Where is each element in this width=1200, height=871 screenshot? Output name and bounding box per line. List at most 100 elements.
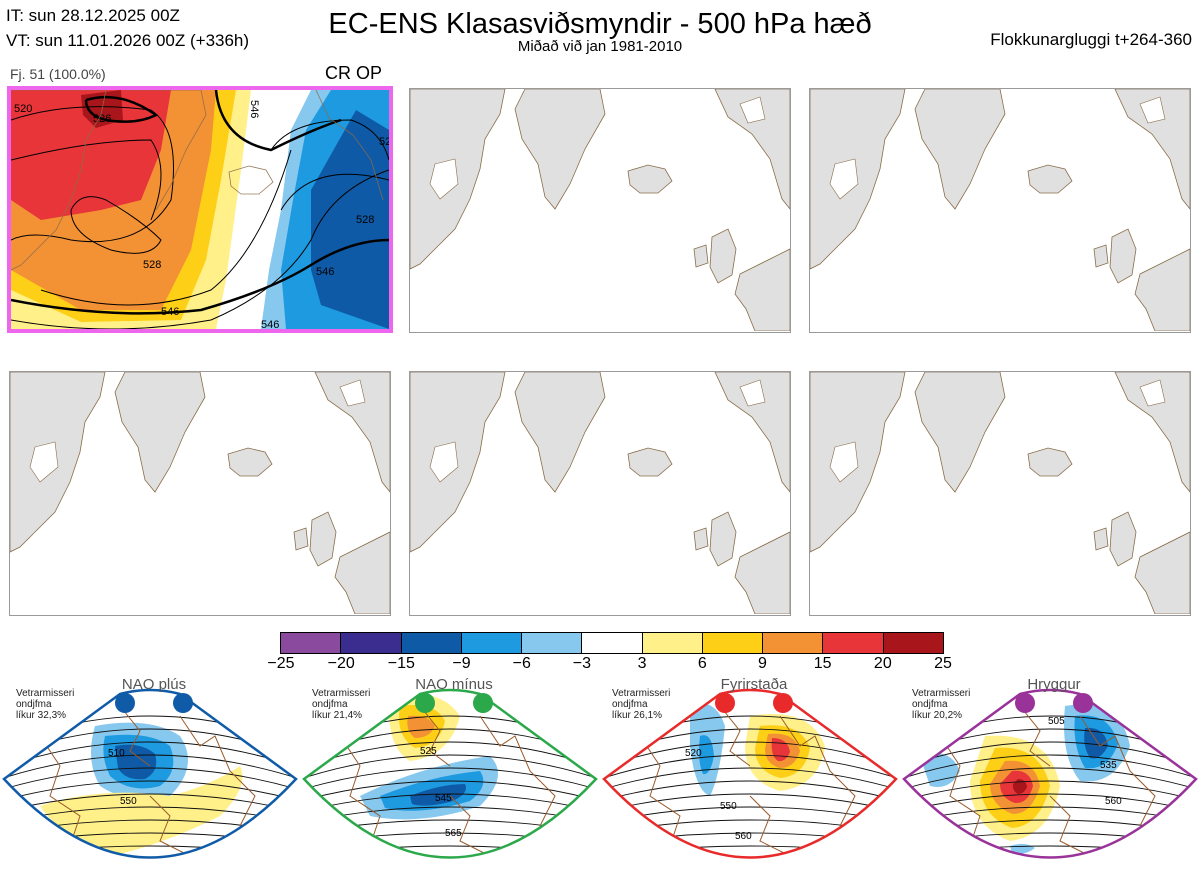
height-contour [904, 767, 1196, 791]
anomaly-area [407, 715, 435, 738]
regime-contour-label: 510 [108, 748, 125, 759]
anomaly-area [920, 753, 960, 787]
cluster-map-4[interactable] [9, 371, 391, 616]
regime-title: NAO plús [121, 676, 187, 693]
height-contour [4, 780, 296, 802]
height-contour [604, 780, 896, 802]
colorbar-segment [340, 633, 401, 653]
regime-info-line: Vetrarmisseri [612, 688, 671, 699]
initial-time: IT: sun 28.12.2025 00Z [6, 6, 180, 25]
height-contour [304, 741, 596, 769]
regime-contour-label: 505 [1048, 716, 1065, 727]
colorbar-segment [762, 633, 823, 653]
regime-marker-dot [773, 693, 793, 713]
cluster-map-3-svg [810, 89, 1190, 331]
regime-info: Vetrarmisseri ondjfma líkur 20,2% [912, 688, 970, 721]
coastline [939, 705, 1156, 857]
height-contour [904, 741, 1196, 769]
regime-map: 525 545 565 [302, 688, 598, 859]
contour-label: 528 [356, 214, 374, 226]
regime-panel: 510 550 NAO plús Vetrarmisseri ondjfma líkur … [0, 676, 300, 871]
regime-info-line: líkur 21,4% [312, 710, 363, 721]
height-contour [904, 754, 1196, 780]
height-contour [4, 845, 296, 857]
height-contour [4, 767, 296, 791]
height-contour [304, 793, 596, 813]
colorbar-segment [581, 633, 642, 653]
contour-label: 528 [379, 136, 389, 148]
regime-info-line: líkur 20,2% [912, 710, 963, 721]
cluster-map-2-svg [410, 89, 790, 331]
regime-info-line: ondjfma [312, 699, 348, 710]
colorbar-tick-label: 15 [813, 655, 832, 672]
colorbar-segment [460, 633, 522, 653]
height-contour [304, 845, 596, 857]
cluster-map-2[interactable] [409, 88, 791, 333]
regime-panel: 525 545 565 NAO mínus Vetrarmisseri ondjfma lí… [300, 676, 600, 871]
colorbar-segment [701, 633, 763, 653]
colorbar-tick-label: −6 [512, 655, 531, 672]
cluster-map-1[interactable]: 520 526 528 546 528 546 546 528 546 [7, 86, 393, 333]
cluster-map-1-svg: 520 526 528 546 528 546 546 528 546 [11, 90, 389, 329]
height-contour [904, 728, 1196, 758]
regime-info-line: Vetrarmisseri [912, 688, 971, 699]
anomaly-area [410, 784, 466, 806]
cluster-map-4-svg [10, 372, 390, 614]
contour-label: 526 [93, 113, 111, 125]
regime-border [602, 688, 898, 859]
height-contour [604, 741, 896, 769]
colorbar-segment [641, 633, 702, 653]
height-contour [604, 806, 896, 824]
cluster-map-3[interactable] [809, 88, 1191, 333]
colorbar-tick-label: 3 [637, 655, 647, 672]
anomaly-area [40, 766, 243, 856]
regime-marker-dot [415, 693, 435, 713]
colorbar-tick-label: 9 [758, 655, 767, 672]
cluster-map-6[interactable] [809, 371, 1191, 616]
regime-contour-label: 565 [445, 828, 462, 839]
regime-marker-dot [715, 693, 735, 713]
colorbar-tick-label: −25 [267, 655, 295, 672]
cluster-map-5-svg [410, 372, 790, 614]
colorbar-tick-label: −20 [327, 655, 355, 672]
colorbar-tick-label: −3 [572, 655, 592, 672]
colorbar-segment [400, 633, 461, 653]
regime-contour-label: 525 [420, 746, 437, 757]
height-contour [4, 793, 296, 813]
contour-label: 546 [248, 100, 260, 118]
classification-window: Flokkunargluggi t+264-360 [990, 30, 1192, 49]
regime-title: Fyrirstaða [720, 676, 788, 693]
contour-label: 546 [261, 319, 279, 329]
height-contour [304, 754, 596, 780]
colorbar-segment [521, 633, 582, 653]
regime-panel: 505 535 560 Hryggur Vetrarmisseri ondjfma líku… [900, 676, 1200, 871]
regime-title: NAO mínus [415, 676, 493, 693]
height-contour [304, 780, 596, 802]
height-contour [904, 832, 1196, 846]
coastline [639, 705, 856, 857]
regime-map: 520 550 560 [602, 688, 898, 859]
colorbar-segment [822, 633, 883, 653]
regime-contour-label: 550 [120, 796, 137, 807]
regime-info-line: Vetrarmisseri [312, 688, 371, 699]
regime-info-line: líkur 32,3% [16, 710, 67, 721]
regime-info: Vetrarmisseri ondjfma líkur 26,1% [612, 688, 670, 721]
regime-contour-label: 545 [435, 793, 452, 804]
regime-info-line: ondjfma [912, 699, 948, 710]
regime-info-line: ondjfma [16, 699, 52, 710]
regime-border [902, 688, 1198, 859]
regime-info-line: ondjfma [612, 699, 648, 710]
regime-map: 505 535 560 [902, 688, 1198, 859]
regime-panel: 520 550 560 Fyrirstaða Vetrarmisseri ondjfma l… [600, 676, 900, 871]
colorbar-tick-label: 6 [697, 655, 707, 672]
cluster-map-5[interactable] [409, 371, 791, 616]
regime-contour-label: 520 [685, 748, 702, 759]
regime-border [302, 688, 598, 859]
regime-marker-dot [473, 693, 493, 713]
regime-contour-label: 535 [1100, 760, 1117, 771]
cluster-map-6-svg [810, 372, 1190, 614]
contour-label: 546 [316, 266, 334, 278]
valid-time: VT: sun 11.01.2026 00Z (+336h) [6, 31, 250, 50]
colorbar-tick-label: −9 [452, 655, 471, 672]
contour-label: 528 [143, 259, 161, 271]
